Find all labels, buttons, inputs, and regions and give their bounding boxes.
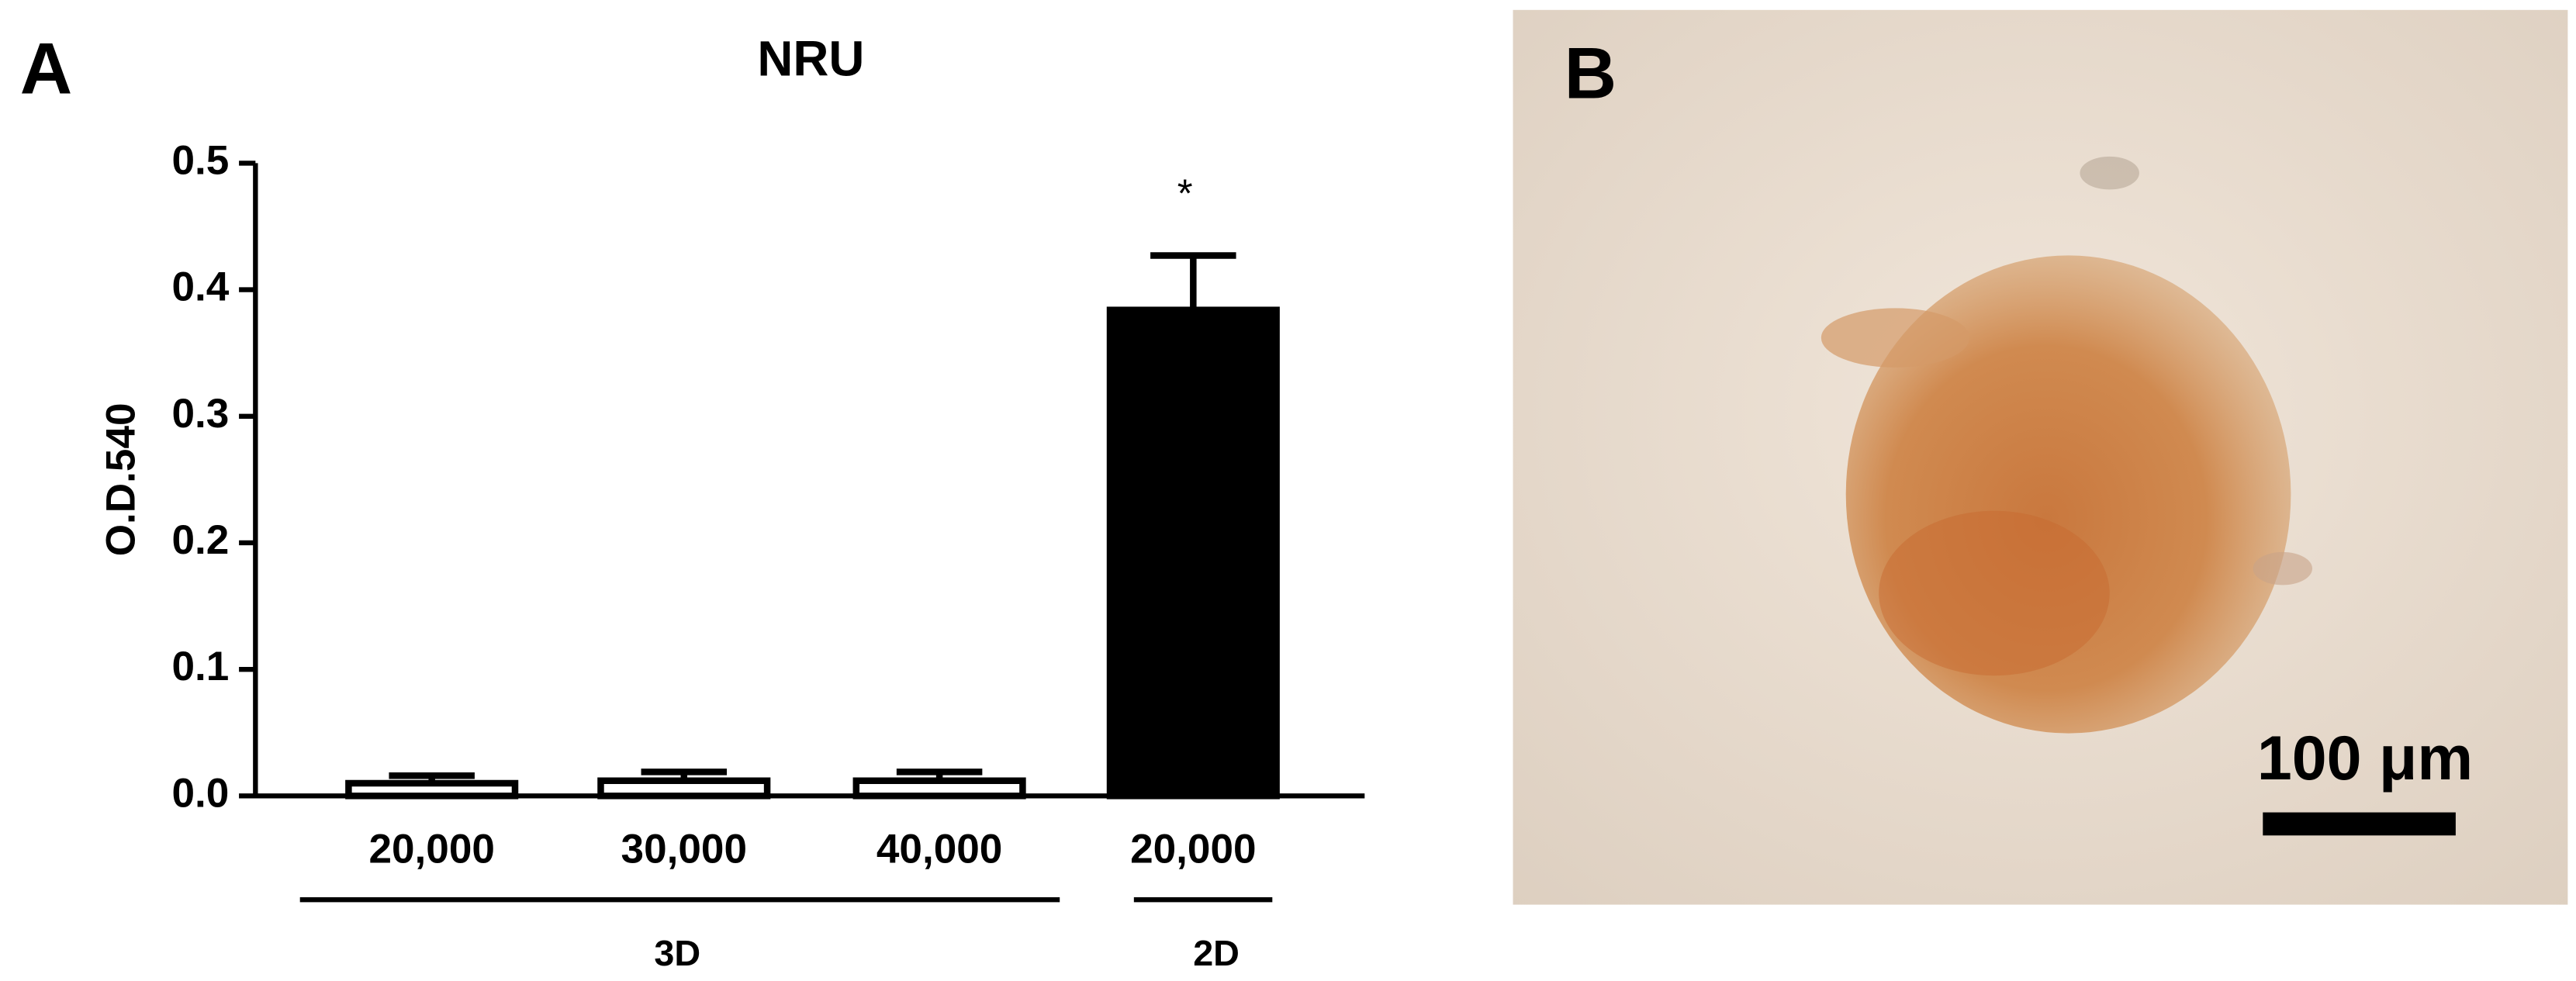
scale-bar-label: 100 μm — [2257, 724, 2473, 793]
y-tick-label: 0.5 — [171, 137, 229, 183]
y-tick-label: 0.2 — [171, 517, 229, 563]
y-axis-label: O.D.540 — [98, 402, 143, 556]
y-tick-label: 0.4 — [171, 264, 229, 310]
y-tick-label: 0.0 — [171, 770, 229, 816]
x-tick-label: 20,000 — [368, 827, 494, 872]
y-tick-label: 0.1 — [171, 644, 229, 689]
group-label: 2D — [1193, 933, 1240, 973]
chart-title: NRU — [757, 31, 864, 87]
x-tick-label: 40,000 — [877, 827, 1002, 872]
x-tick-label: 30,000 — [621, 827, 747, 872]
spheroid-fragment — [1820, 308, 1970, 368]
scale-bar — [2263, 812, 2456, 836]
panel-label: B — [1565, 33, 1617, 114]
spheroid-core — [1879, 510, 2110, 676]
debris — [2080, 156, 2139, 190]
photo: B 100 μm — [1513, 9, 2568, 905]
y-tick-label: 0.3 — [171, 391, 229, 437]
bar — [1106, 306, 1280, 800]
bar — [345, 779, 519, 800]
panel-label: A — [20, 27, 73, 109]
significance-marker: * — [1177, 171, 1193, 216]
x-tick-label: 20,000 — [1130, 827, 1256, 872]
bar — [597, 777, 771, 800]
debris — [2253, 551, 2313, 585]
group-label: 3D — [654, 933, 700, 973]
bar — [852, 777, 1026, 800]
